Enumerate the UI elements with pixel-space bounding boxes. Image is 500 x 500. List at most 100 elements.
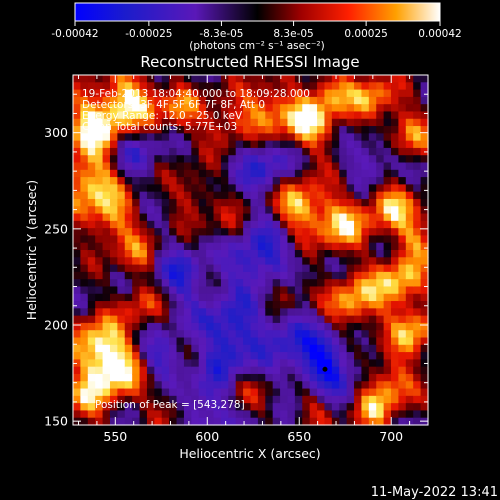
heatmap-cell (235, 250, 244, 258)
heatmap-cell (361, 82, 370, 91)
heatmap-cell (398, 388, 407, 397)
heatmap-cell (228, 96, 237, 105)
heatmap-cell (398, 228, 407, 237)
heatmap-cell (206, 162, 215, 171)
x-axis-label: Heliocentric X (arcsec) (179, 446, 320, 461)
heatmap-cell (413, 308, 422, 317)
heatmap-cell (198, 235, 207, 244)
heatmap-cell (250, 403, 259, 412)
heatmap-cell (391, 388, 400, 397)
heatmap-cell (228, 228, 237, 237)
heatmap-cell (383, 250, 392, 258)
heatmap-cell (169, 373, 178, 382)
heatmap-cell (383, 322, 392, 331)
heatmap-cell (280, 155, 289, 164)
heatmap-cell (124, 235, 133, 244)
heatmap-cell (132, 257, 141, 266)
heatmap-cell (302, 264, 311, 273)
heatmap-cell (346, 111, 355, 120)
heatmap-cell (154, 198, 163, 207)
heatmap-cell (109, 155, 118, 164)
heatmap-cell (383, 118, 392, 127)
y-tick-label: 300 (44, 125, 68, 140)
heatmap-cell (398, 279, 407, 288)
heatmap-cell (243, 155, 252, 164)
heatmap-cell (198, 118, 207, 127)
heatmap-cell (309, 366, 318, 375)
heatmap-cell (73, 366, 81, 375)
heatmap-cell (109, 344, 118, 353)
heatmap-cell (169, 286, 178, 295)
heatmap-cell (191, 162, 200, 171)
heatmap-cell (324, 206, 333, 215)
heatmap-cell (302, 403, 311, 412)
heatmap-cell (87, 417, 96, 426)
heatmap-cell (87, 126, 96, 134)
heatmap-cell (361, 250, 370, 258)
heatmap-cell (346, 344, 355, 353)
heatmap-cell (405, 235, 414, 244)
heatmap-cell (146, 410, 155, 419)
heatmap-cell (206, 118, 215, 127)
heatmap-cell (376, 184, 385, 193)
heatmap-cell (420, 257, 429, 266)
heatmap-cell (309, 286, 318, 295)
heatmap-cell (257, 75, 266, 83)
heatmap-cell (95, 381, 104, 390)
heatmap-cell (235, 264, 244, 273)
heatmap-cell (280, 308, 289, 317)
heatmap-cell (280, 366, 289, 375)
heatmap-cell (73, 257, 81, 266)
heatmap-cell (420, 366, 429, 375)
heatmap-cell (213, 337, 222, 346)
heatmap-cell (117, 322, 126, 331)
heatmap-cell (132, 344, 141, 353)
heatmap-cell (294, 257, 303, 266)
heatmap-cell (272, 228, 281, 237)
heatmap-cell (265, 118, 274, 127)
heatmap-cell (331, 89, 340, 98)
heatmap-cell (405, 308, 414, 317)
heatmap-cell (73, 410, 81, 419)
heatmap-cell (376, 242, 385, 251)
heatmap-cell (206, 82, 215, 91)
heatmap-cell (361, 228, 370, 237)
heatmap-cell (376, 177, 385, 185)
heatmap-cell (294, 133, 303, 142)
heatmap-cell (309, 118, 318, 127)
heatmap-cell (272, 293, 281, 302)
heatmap-cell (176, 403, 185, 412)
heatmap-cell (331, 257, 340, 266)
heatmap-cell (331, 344, 340, 353)
heatmap-cell (309, 126, 318, 134)
heatmap-cell (206, 366, 215, 375)
heatmap-cell (405, 330, 414, 339)
heatmap-cell (124, 388, 133, 397)
heatmap-cell (146, 118, 155, 127)
heatmap-cell (309, 133, 318, 142)
heatmap-cell (265, 147, 274, 156)
heatmap-cell (117, 206, 126, 215)
heatmap-cell (280, 228, 289, 237)
heatmap-cell (361, 308, 370, 317)
heatmap-cell (398, 82, 407, 91)
heatmap-cell (198, 82, 207, 91)
heatmap-cell (102, 220, 111, 229)
heatmap-cell (73, 126, 81, 134)
heatmap-cell (317, 104, 326, 113)
heatmap-cell (383, 286, 392, 295)
heatmap-cell (354, 264, 363, 273)
heatmap-cell (339, 228, 348, 237)
heatmap-cell (206, 264, 215, 273)
heatmap-cell (346, 89, 355, 98)
heatmap-cell (280, 126, 289, 134)
heatmap-cell (361, 162, 370, 171)
heatmap-cell (198, 403, 207, 412)
heatmap-cell (139, 286, 148, 295)
heatmap-cell (191, 198, 200, 207)
heatmap-cell (280, 162, 289, 171)
heatmap-cell (265, 315, 274, 324)
heatmap-cell (280, 410, 289, 419)
heatmap-cell (339, 337, 348, 346)
heatmap-cell (391, 177, 400, 185)
